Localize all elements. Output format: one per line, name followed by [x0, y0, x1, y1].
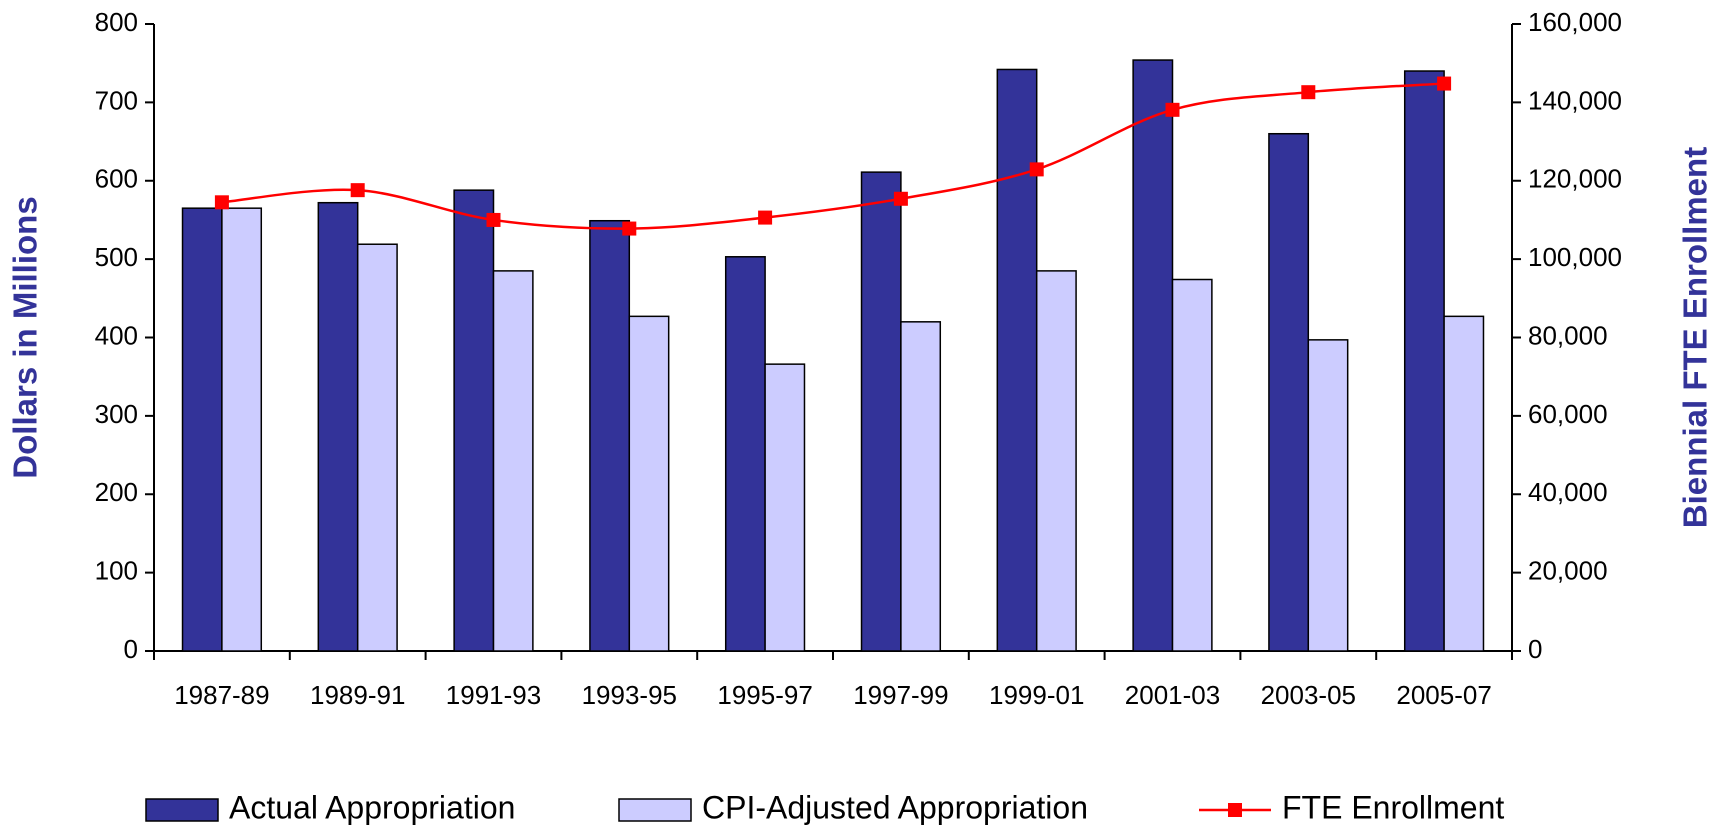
bar	[900, 321, 942, 652]
y-tick-label: 0	[124, 634, 138, 664]
bar	[1035, 270, 1077, 652]
line-marker	[486, 212, 501, 227]
x-tick-label: 1989-91	[310, 680, 405, 710]
y2-tick-label: 120,000	[1528, 164, 1622, 194]
bar	[724, 256, 766, 652]
y2-tick-label: 60,000	[1528, 399, 1608, 429]
line-marker	[758, 210, 773, 225]
y2-tick-label: 80,000	[1528, 320, 1608, 350]
legend-label: CPI-Adjusted Appropriation	[702, 789, 1088, 825]
y-tick-label: 800	[95, 7, 138, 37]
x-tick-label: 1991-93	[446, 680, 541, 710]
bar	[1307, 339, 1349, 652]
bar	[492, 270, 534, 652]
line	[221, 82, 1445, 230]
bar	[589, 219, 631, 652]
y-tick-label: 700	[95, 85, 138, 115]
bar	[453, 189, 495, 652]
bar	[628, 315, 670, 652]
x-tick-label: 2005-07	[1396, 680, 1491, 710]
line-marker	[893, 191, 908, 206]
bar	[996, 68, 1038, 652]
line-marker	[1165, 102, 1180, 117]
y-axis-title: Dollars in Millions	[7, 196, 44, 478]
y2-tick-label: 140,000	[1528, 85, 1622, 115]
y-tick-label: 400	[95, 320, 138, 350]
bar	[1171, 278, 1213, 652]
x-tick-label: 1987-89	[174, 680, 269, 710]
legend-label: FTE Enrollment	[1282, 789, 1504, 825]
line-marker	[214, 195, 229, 210]
legend-swatch	[145, 798, 219, 822]
legend-marker	[1228, 803, 1242, 817]
x-tick-label: 1995-97	[717, 680, 812, 710]
y2-tick-label: 20,000	[1528, 556, 1608, 586]
x-tick-label: 1993-95	[582, 680, 677, 710]
y-tick-label: 600	[95, 164, 138, 194]
x-tick-label: 1999-01	[989, 680, 1084, 710]
legend-swatch	[618, 798, 692, 822]
legend-label: Actual Appropriation	[229, 789, 515, 825]
bar	[860, 171, 902, 652]
line-marker	[1029, 162, 1044, 177]
line-marker	[622, 221, 637, 236]
x-tick-label: 1997-99	[853, 680, 948, 710]
y-tick-label: 200	[95, 477, 138, 507]
line-marker	[1437, 76, 1452, 91]
x-tick-label: 2003-05	[1261, 680, 1356, 710]
y2-tick-label: 160,000	[1528, 7, 1622, 37]
bar	[764, 363, 806, 652]
y2-axis-title: Biennial FTE Enrollment	[1677, 147, 1714, 528]
bar	[356, 243, 398, 652]
line-marker	[1301, 85, 1316, 100]
bar	[221, 207, 263, 652]
bar	[1132, 59, 1174, 652]
y2-tick-label: 40,000	[1528, 477, 1608, 507]
bar	[1268, 132, 1310, 652]
bar	[1443, 315, 1485, 652]
y2-tick-label: 0	[1528, 634, 1542, 664]
bar	[317, 201, 359, 652]
y-tick-label: 300	[95, 399, 138, 429]
bar	[181, 207, 223, 652]
y2-tick-label: 100,000	[1528, 242, 1622, 272]
line-marker	[350, 183, 365, 198]
y-tick-label: 500	[95, 242, 138, 272]
x-tick-label: 2001-03	[1125, 680, 1220, 710]
y-tick-label: 100	[95, 556, 138, 586]
bar	[1403, 70, 1445, 652]
